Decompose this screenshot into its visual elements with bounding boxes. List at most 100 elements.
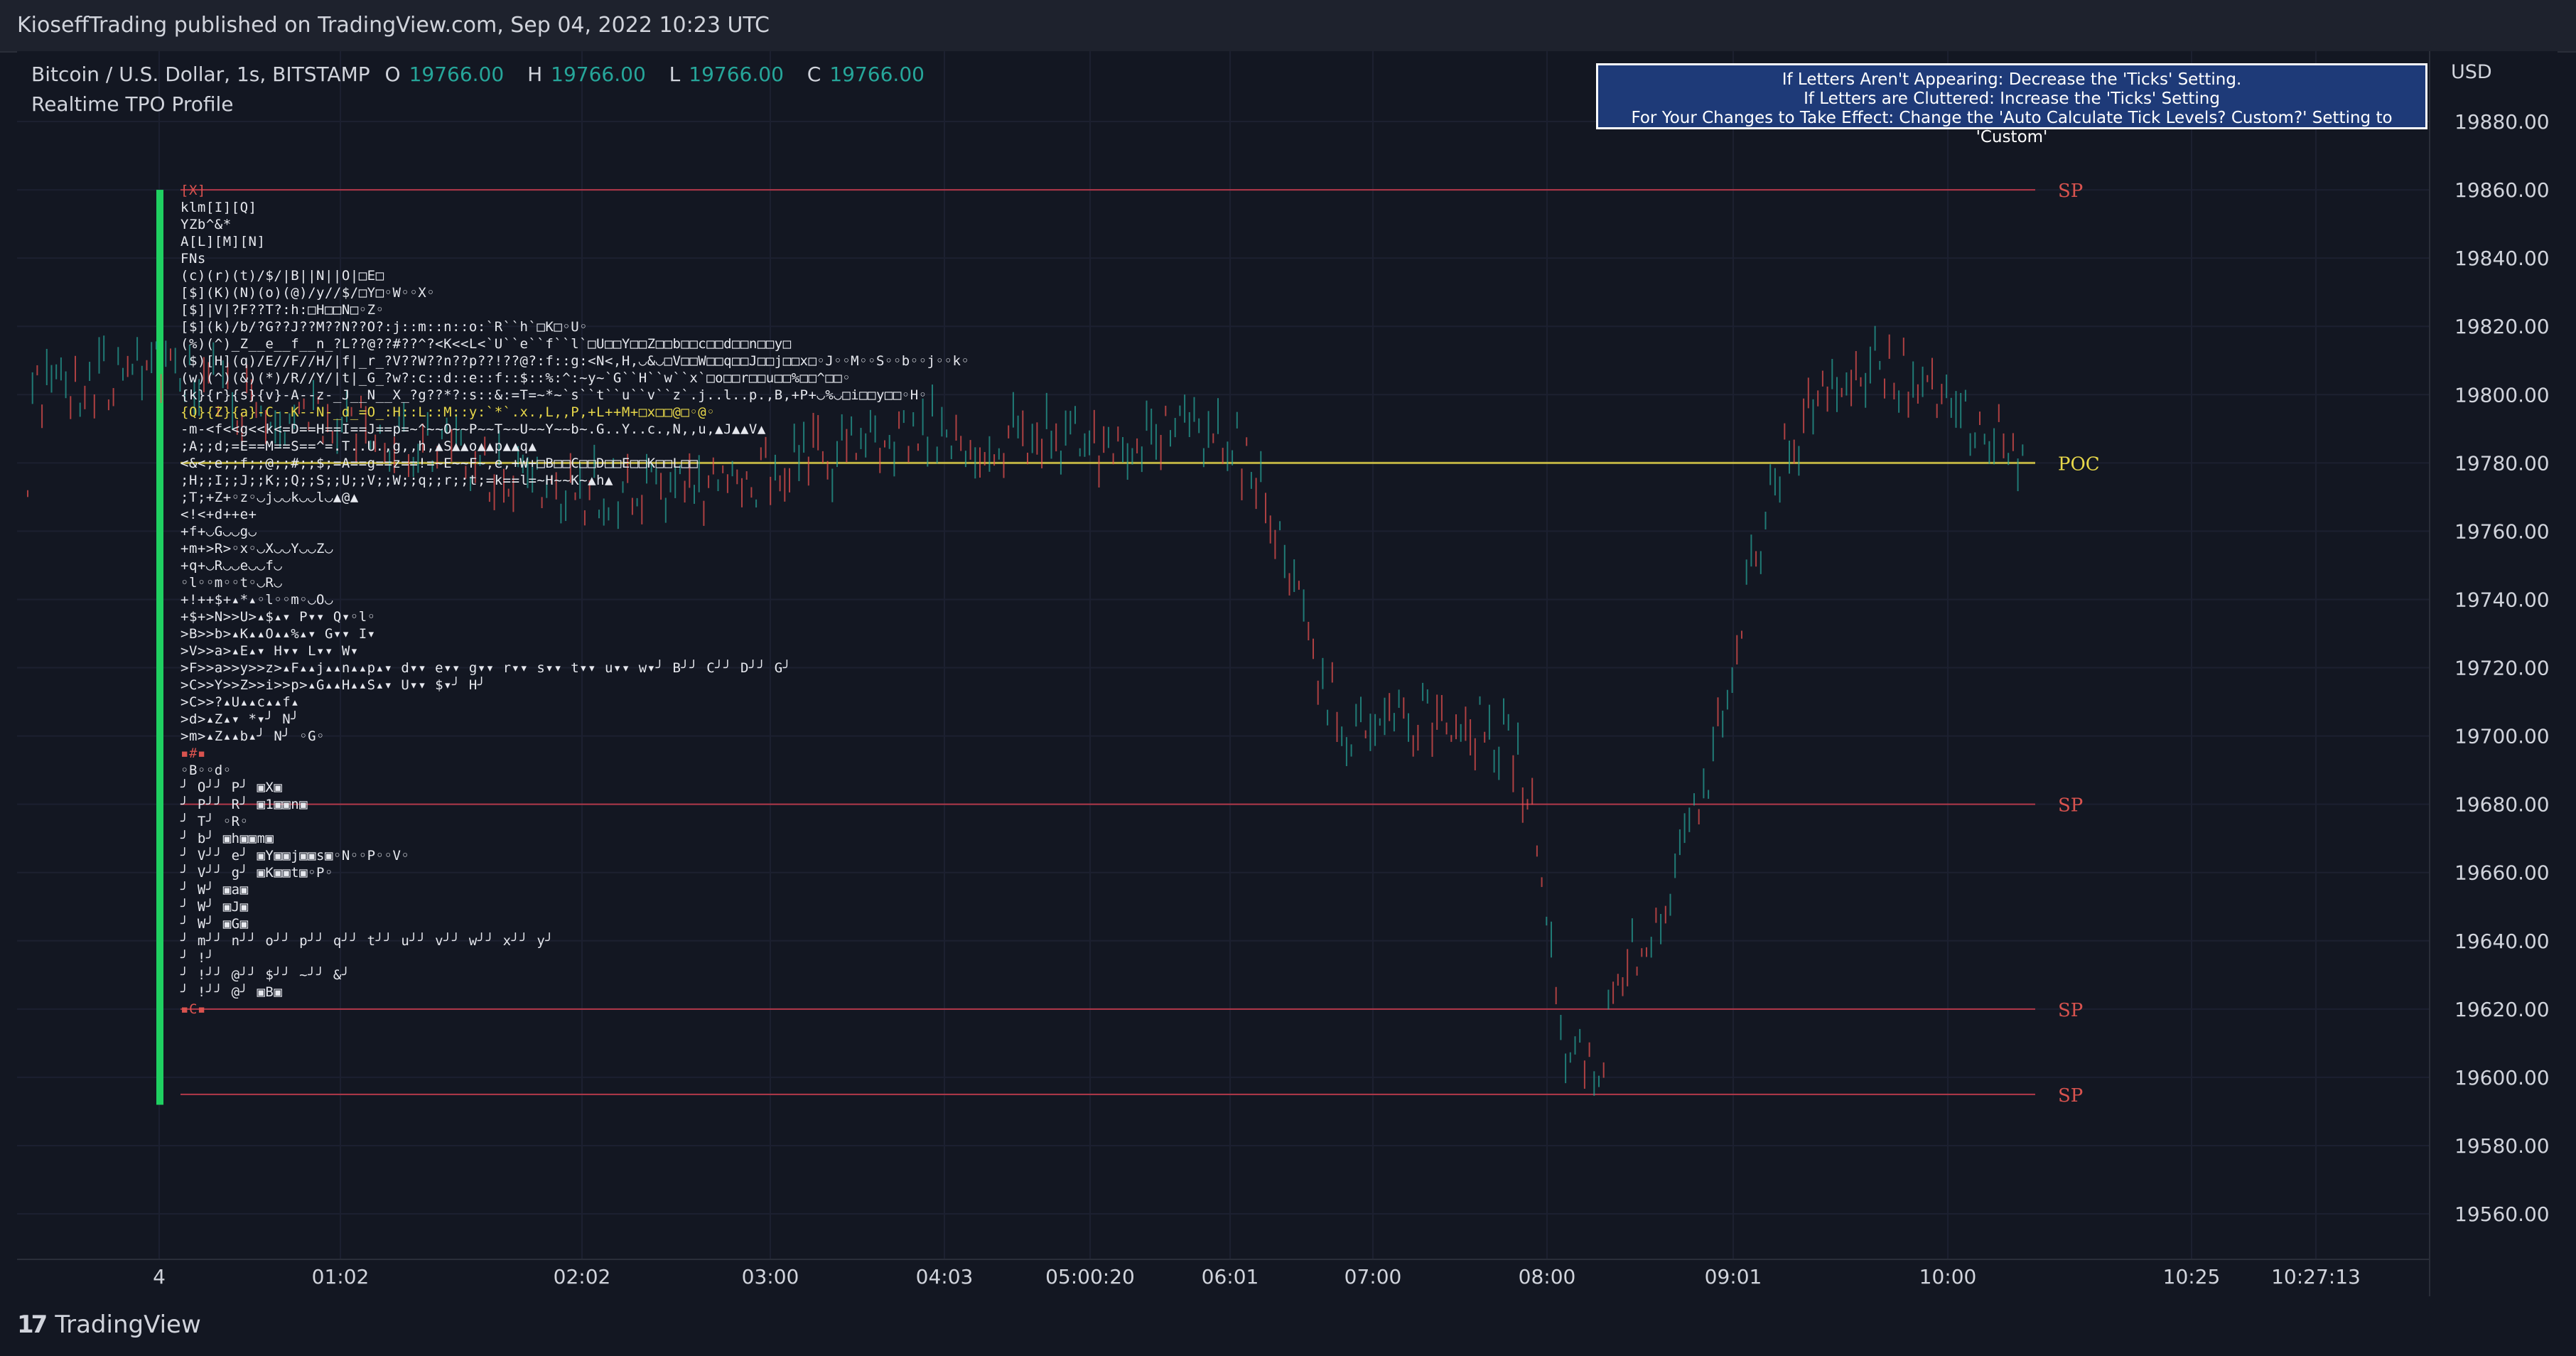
notice-line: For Your Changes to Take Effect: Change … <box>1631 109 2393 146</box>
chart-canvas[interactable]: 19880.00 19860.00 19840.00 19820.00 19800.00… <box>17 51 2558 1296</box>
tpo-row: klm[I][Q] <box>180 200 257 215</box>
price-tick-label: 19660.00 <box>2454 861 2550 885</box>
tpo-row: >V>>a>▴E▴▾ H▾▾ L▾▾ W▾ <box>180 643 359 659</box>
symbol-name[interactable]: Bitcoin / U.S. Dollar, 1s, BITSTAMP <box>31 63 370 86</box>
tpo-row: ╯ V╯╯ e╯ ▣Y▣▣j▣▣s▣◦N◦◦P◦◦V◦ <box>180 848 410 863</box>
tpo-row: +q+◡R◡◡e◡◡f◡ <box>180 558 283 574</box>
poc-label: POC <box>2058 453 2100 475</box>
price-tick-label: 19680.00 <box>2454 793 2550 817</box>
tpo-row: +!++$+▴*▴◦l◦◦m◦◡O◡ <box>180 592 333 608</box>
price-tick-label: 19620.00 <box>2454 998 2550 1021</box>
tpo-row: [$](k)/b/?G??J??M??N??O?:j::m::n::o:`R``… <box>180 319 588 335</box>
chart-area[interactable]: 19880.00 19860.00 19840.00 19820.00 19800.00… <box>17 51 2558 1296</box>
tpo-row: ($)[H](q)/E//F//H/|f|_r_?V??W??n??p??!??… <box>180 353 970 369</box>
tpo-row: +$+>N>>U>▴$▴▾ P▾▾ Q▾◦l◦ <box>180 609 376 625</box>
tpo-row: >C>>?▴U▴▴c▴▴f▴ <box>180 694 300 710</box>
sp-label: SP <box>2058 1000 2083 1021</box>
tpo-row: ;A;;d;=E==M==S==^=.T..U.,g,,h,▲S▲▲o▲▲p▲▲… <box>180 438 537 454</box>
tpo-row: ╯ P╯╯ R╯ ▣1▣▣n▣ <box>180 797 308 812</box>
time-tick-label: 04:03 <box>916 1265 974 1288</box>
settings-notice: If Letters Aren't Appearing: Decrease th… <box>1596 63 2427 146</box>
ohlc-low: L 19766.00 <box>669 63 784 86</box>
price-tick-label: 19880.00 <box>2454 110 2550 134</box>
tpo-row: A[L][M][N] <box>180 234 266 249</box>
tpo-row: [$]|V|?F??T?:h:□H□□N□◦Z◦ <box>180 302 384 318</box>
time-tick-label: 07:00 <box>1344 1265 1402 1288</box>
symbol-row: Bitcoin / U.S. Dollar, 1s, BITSTAMP O 197… <box>31 60 942 90</box>
tpo-row: ◦l◦◦m◦◦t◦◡R◡ <box>180 575 283 591</box>
tpo-row: ╯ W╯ ▣G▣ <box>180 916 249 932</box>
tpo-row: ▪#▪ <box>180 746 206 761</box>
tpo-row: ╯ W╯ ▣a▣ <box>180 882 249 898</box>
time-tick-label: 05:00:20 <box>1045 1265 1135 1288</box>
time-tick-label: 03:00 <box>742 1265 799 1288</box>
time-tick-label: 08:00 <box>1519 1265 1576 1288</box>
tpo-row: ╯ !╯╯ @╯ ▣B▣ <box>180 984 283 1000</box>
tpo-row: {Q}{Z}{a}-C--K--N-_d_=O_:H::L::M::y:`*`.… <box>180 404 716 420</box>
price-tick-label: 19700.00 <box>2454 725 2550 748</box>
tpo-row: <!<+d++e+ <box>180 507 257 522</box>
time-tick-label: 01:02 <box>312 1265 370 1288</box>
time-tick-label: 10:00 <box>1919 1265 1977 1288</box>
tpo-row: >C>>Y>>Z>>i>>p>▴G▴▴H▴▴S▴▾ U▾▾ $▾╯ H╯ <box>180 677 486 693</box>
price-tick-label: 19800.00 <box>2454 383 2550 407</box>
publisher-bar: KioseffTrading published on TradingView.… <box>0 0 2576 53</box>
tpo-row: ╯ m╯╯ n╯╯ o╯╯ p╯╯ q╯╯ t╯╯ u╯╯ v╯╯ w╯╯ x╯… <box>180 933 554 949</box>
tpo-row: +m+>R>◦x◦◡X◡◡Y◡◡Z◡ <box>180 541 333 556</box>
tpo-row: (c)(r)(t)/$/|B||N||O|□E□ <box>180 268 384 284</box>
tpo-row: ;H;;I;;J;;K;;Q;;S;;U;;V;;W;;q;;r;;t;=k==… <box>180 473 613 488</box>
price-tick-label: 19560.00 <box>2454 1202 2550 1226</box>
price-tick-label: 19580.00 <box>2454 1134 2550 1158</box>
tpo-row: ╯ b╯ ▣h▣▣m▣ <box>180 831 274 846</box>
time-tick-label: 02:02 <box>554 1265 611 1288</box>
price-tick-label: 19860.00 <box>2454 178 2550 202</box>
tpo-row: (w)(^)(&)(*)/R//Y/|t|_G_?w?:c::d::e::f::… <box>180 370 851 386</box>
time-tick-label: 09:01 <box>1705 1265 1762 1288</box>
tradingview-brand[interactable]: 17 TradingView <box>17 1311 201 1339</box>
ohlc-close: C 19766.00 <box>807 63 925 86</box>
price-tick-label: 19740.00 <box>2454 588 2550 611</box>
price-tick-label: 19720.00 <box>2454 657 2550 680</box>
price-tick-label: 19600.00 <box>2454 1066 2550 1089</box>
chart-legend: Bitcoin / U.S. Dollar, 1s, BITSTAMP O 197… <box>31 60 942 119</box>
sp-label: SP <box>2058 181 2083 202</box>
tpo-row: [X] <box>180 183 206 198</box>
tradingview-logo-icon: 17 <box>17 1311 48 1339</box>
currency-label: USD <box>2451 61 2492 83</box>
price-tick-label: 19640.00 <box>2454 930 2550 953</box>
tpo-row: ▪C▪ <box>180 1001 206 1017</box>
tpo-profile-bar <box>156 190 163 1105</box>
ohlc-high: H 19766.00 <box>527 63 646 86</box>
ohlc-open: O 19766.00 <box>384 63 505 86</box>
tpo-row: >d>▴Z▴▾ *▾╯ N╯ <box>180 711 300 727</box>
notice-line: If Letters Aren't Appearing: Decrease th… <box>1782 70 2242 89</box>
time-tick-label: 10:27:13 <box>2271 1265 2361 1288</box>
brand-text: TradingView <box>55 1311 201 1339</box>
tpo-row: YZb^&* <box>180 217 232 232</box>
tpo-profile-letters: [X] klm[I][Q] YZb^&* A[L][M][N] FNs (c)(r)(t)… <box>180 182 969 1018</box>
tpo-row: ◦B◦◦d◦ <box>180 763 232 778</box>
price-tick-label: 19760.00 <box>2454 520 2550 543</box>
tpo-row: ╯ T╯ ◦R◦ <box>180 814 249 829</box>
tpo-row: ╯ !╯╯ @╯╯ $╯╯ ~╯╯ &╯ <box>180 967 350 983</box>
indicator-name[interactable]: Realtime TPO Profile <box>31 92 234 116</box>
sp-label: SP <box>2058 1085 2083 1107</box>
price-tick-label: 19780.00 <box>2454 451 2550 475</box>
price-tick-label: 19820.00 <box>2454 315 2550 338</box>
tpo-row: <&<;e;;f;;@;;#;;$;=A==g==z==!=~E~~F~,e,+… <box>180 456 699 471</box>
tpo-row: FNs <box>180 251 206 267</box>
tpo-row: >B>>b>▴K▴▴O▴▴%▴▾ G▾▾ I▾ <box>180 626 376 642</box>
tpo-row: >m>▴Z▴▴b▴╯ N╯ ◦G◦ <box>180 728 325 744</box>
tpo-row: ╯ W╯ ▣J▣ <box>180 899 249 915</box>
tpo-row: +f+◡G◡◡g◡ <box>180 524 257 539</box>
tpo-row: -m-<f<<g<<k<=D==H==I==J==p=~^~~O~~P~~T~~… <box>180 421 766 437</box>
tpo-row: ╯ V╯╯ g╯ ▣K▣▣t▣◦P◦ <box>180 865 333 881</box>
sp-label: SP <box>2058 795 2083 817</box>
tpo-row: >F>>a>>y>>z>▴F▴▴j▴▴n▴▴p▴▾ d▾▾ e▾▾ g▾▾ r▾… <box>180 660 792 676</box>
notice-line: If Letters are Cluttered: Increase the '… <box>1804 90 2220 108</box>
tpo-row: [$](K)(N)(o)(@)/y//$/□Y□◦W◦◦X◦ <box>180 285 436 301</box>
tpo-row: ╯ !╯ <box>180 950 215 966</box>
publisher-text: KioseffTrading published on TradingView.… <box>17 13 770 38</box>
time-tick-label: 10:25 <box>2163 1265 2221 1288</box>
tpo-row: (%)(^)_Z__e__f__n_?L??@??#??^?<K<<L<`U``… <box>180 336 792 352</box>
